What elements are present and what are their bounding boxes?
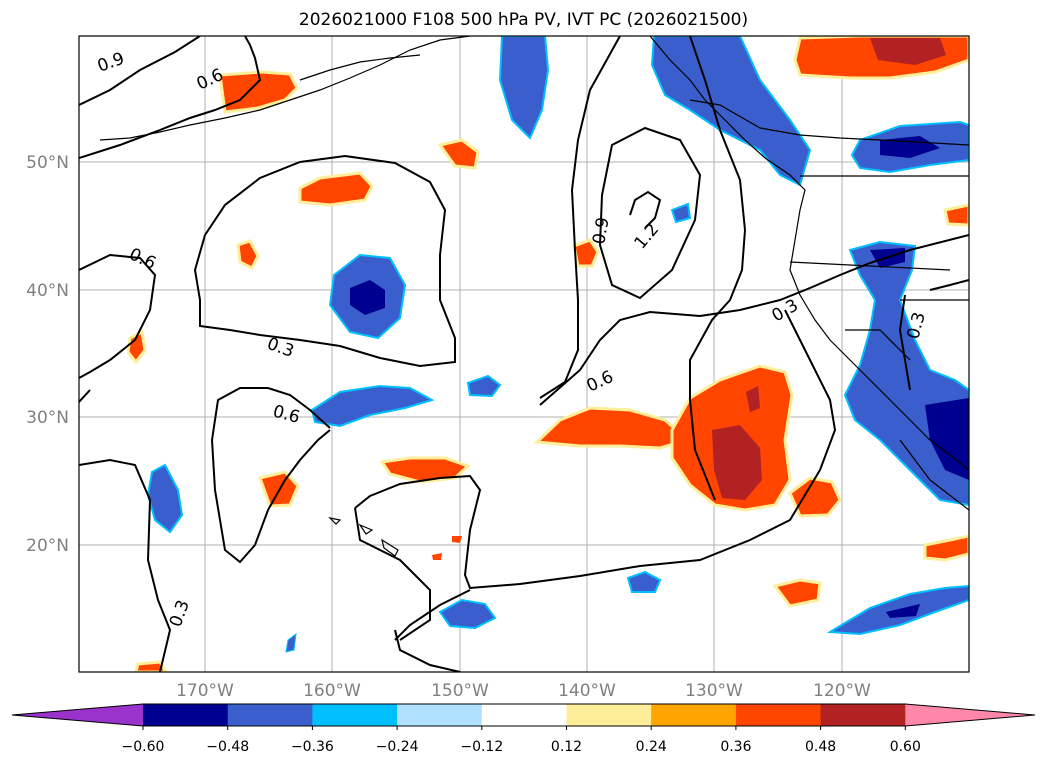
pv-contours <box>79 36 969 672</box>
longitude-label: 150°W <box>431 681 489 701</box>
colorbar-segment <box>820 704 906 726</box>
contour-label: 0.3 <box>769 295 802 326</box>
colorbar-tick-label: −0.60 <box>122 739 165 755</box>
latitude-axis: 50°N 40°N 30°N 20°N <box>26 153 69 556</box>
positive-ivt-regions <box>126 36 969 672</box>
colorbar-tick-label: 0.24 <box>636 739 667 755</box>
colorbar-tick-label: 0.60 <box>890 739 921 755</box>
colorbar-segment <box>397 704 483 726</box>
colorbar-segment <box>312 704 398 726</box>
longitude-label: 160°W <box>303 681 361 701</box>
latitude-label: 50°N <box>26 153 69 173</box>
colorbar-extend-high <box>905 704 1035 726</box>
latitude-label: 40°N <box>26 281 69 301</box>
colorbar-tick-label: 0.36 <box>720 739 751 755</box>
longitude-axis: 170°W 160°W 150°W 140°W 130°W 120°W <box>176 681 871 701</box>
colorbar-segment <box>651 704 737 726</box>
longitude-label: 130°W <box>685 681 743 701</box>
colorbar-tick-label: −0.36 <box>291 739 334 755</box>
longitude-label: 170°W <box>176 681 234 701</box>
contour-label: 0.3 <box>166 597 194 629</box>
colorbar-segment <box>481 704 567 726</box>
map-title: 2026021000 F108 500 hPa PV, IVT PC (2026… <box>298 10 749 30</box>
colorbar-tick-label: −0.24 <box>376 739 419 755</box>
latitude-label: 30°N <box>26 408 69 428</box>
colorbar-segment <box>227 704 313 726</box>
contour-label: 0.9 <box>95 49 127 77</box>
map-field <box>79 36 969 672</box>
coastlines <box>99 36 969 557</box>
contour-label: 0.9 <box>589 216 613 246</box>
contour-label: 0.6 <box>271 402 302 428</box>
latitude-label: 20°N <box>26 536 69 556</box>
colorbar-tick-label: −0.48 <box>206 739 249 755</box>
colorbar-segment <box>735 704 822 726</box>
contour-label: 0.6 <box>126 244 159 274</box>
contour-label: 1.2 <box>631 220 664 254</box>
colorbar-segment <box>566 704 652 726</box>
map-frame <box>78 35 970 673</box>
contour-label: 0.6 <box>584 367 617 397</box>
contour-label: 0.3 <box>904 310 930 341</box>
graticule <box>79 36 969 672</box>
colorbar: −0.60 −0.48 −0.36 −0.24 −0.12 0.12 0.24 0.36 0.4… <box>11 703 1036 755</box>
colorbar-tick-label: −0.12 <box>460 739 503 755</box>
longitude-label: 140°W <box>558 681 616 701</box>
colorbar-segment <box>143 704 229 726</box>
colorbar-extend-low <box>12 704 143 726</box>
colorbar-tick-label: 0.12 <box>551 739 582 755</box>
longitude-label: 120°W <box>813 681 871 701</box>
colorbar-tick-label: 0.48 <box>805 739 836 755</box>
